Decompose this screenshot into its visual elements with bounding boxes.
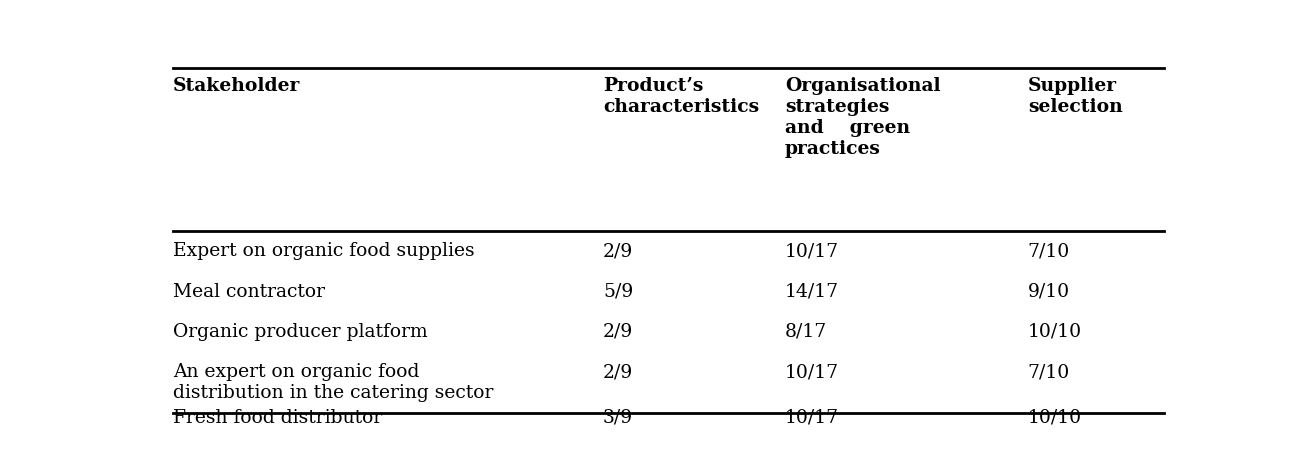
Text: Organic producer platform: Organic producer platform	[174, 323, 428, 341]
Text: Supplier
selection: Supplier selection	[1028, 77, 1122, 116]
Text: 7/10: 7/10	[1028, 363, 1070, 381]
Text: 2/9: 2/9	[603, 242, 633, 260]
Text: 14/17: 14/17	[786, 283, 839, 300]
Text: 10/17: 10/17	[786, 242, 839, 260]
Text: 2/9: 2/9	[603, 363, 633, 381]
Text: 8/17: 8/17	[786, 323, 827, 341]
Text: Product’s
characteristics: Product’s characteristics	[603, 77, 760, 116]
Text: 10/10: 10/10	[1028, 409, 1082, 427]
Text: 10/10: 10/10	[1028, 323, 1082, 341]
Text: 5/9: 5/9	[603, 283, 633, 300]
Text: Expert on organic food supplies: Expert on organic food supplies	[174, 242, 475, 260]
Text: 7/10: 7/10	[1028, 242, 1070, 260]
Text: Stakeholder: Stakeholder	[174, 77, 300, 95]
Text: 10/17: 10/17	[786, 409, 839, 427]
Text: Organisational
strategies
and    green
practices: Organisational strategies and green prac…	[786, 77, 941, 158]
Text: 2/9: 2/9	[603, 323, 633, 341]
Text: 3/9: 3/9	[603, 409, 633, 427]
Text: Fresh food distributor: Fresh food distributor	[174, 409, 382, 427]
Text: An expert on organic food
distribution in the catering sector: An expert on organic food distribution i…	[174, 363, 493, 402]
Text: 10/17: 10/17	[786, 363, 839, 381]
Text: 9/10: 9/10	[1028, 283, 1070, 300]
Text: Meal contractor: Meal contractor	[174, 283, 325, 300]
